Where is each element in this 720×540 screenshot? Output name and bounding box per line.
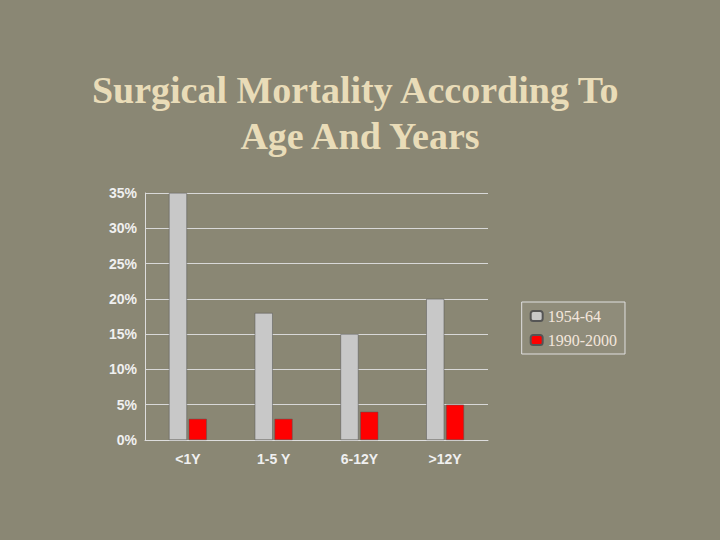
- svg-text:1954-64: 1954-64: [548, 308, 601, 325]
- svg-text:10%: 10%: [109, 361, 138, 377]
- svg-text:Age And Years: Age And Years: [240, 115, 479, 157]
- svg-text:1990-2000: 1990-2000: [548, 332, 617, 349]
- svg-text:Surgical Mortality According T: Surgical Mortality According To: [92, 69, 628, 111]
- svg-text:1-5 Y: 1-5 Y: [257, 451, 291, 467]
- svg-text:5%: 5%: [117, 397, 138, 413]
- svg-text:0%: 0%: [117, 432, 138, 448]
- svg-text:<1Y: <1Y: [175, 451, 201, 467]
- svg-text:30%: 30%: [109, 220, 138, 236]
- svg-text:15%: 15%: [109, 326, 138, 342]
- svg-text:6-12Y: 6-12Y: [341, 451, 379, 467]
- svg-text:20%: 20%: [109, 291, 138, 307]
- svg-text:25%: 25%: [109, 256, 138, 272]
- svg-text:35%: 35%: [109, 185, 138, 201]
- svg-text:>12Y: >12Y: [429, 451, 463, 467]
